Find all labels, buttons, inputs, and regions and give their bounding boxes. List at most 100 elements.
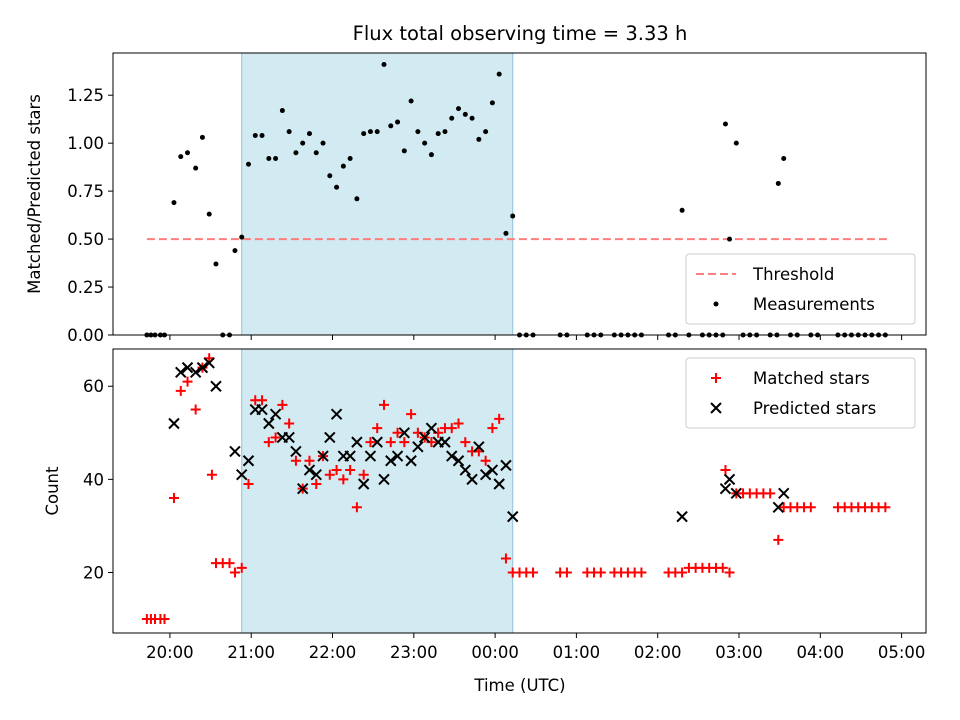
predicted-star-point — [344, 450, 356, 462]
axes-frame — [112, 52, 927, 336]
measurement-point — [354, 196, 360, 202]
matched-star-point — [263, 437, 274, 448]
ratio-panel: 0.00 0.25 0.50 0.75 1.00 1.25 Matched/Predicte… — [25, 52, 927, 345]
x-tick-label: 04:00 — [797, 643, 845, 662]
matched-star-point — [345, 465, 356, 476]
legend-label: Measurements — [753, 295, 875, 314]
matched-star-point — [311, 479, 322, 490]
predicted-star-point — [405, 455, 417, 467]
measurement-point — [489, 100, 495, 106]
measurement-point — [193, 165, 199, 171]
matched-star-point — [595, 567, 606, 578]
matched-star-point — [331, 465, 342, 476]
measurement-point — [171, 200, 177, 206]
predicted-star-point — [385, 455, 397, 467]
predicted-star-point — [210, 380, 222, 392]
predicted-star-point — [330, 408, 343, 420]
measurement-point — [733, 140, 739, 146]
measurement-point — [320, 140, 326, 146]
x-tick-label: 00:00 — [471, 643, 519, 662]
measurement-point — [306, 131, 312, 137]
legend: Matched stars Predicted stars — [685, 357, 916, 429]
measurement-point — [252, 132, 258, 138]
predicted-star-point — [310, 468, 322, 481]
matched-star-point — [270, 432, 281, 443]
x-tick-label: 23:00 — [390, 643, 438, 662]
matched-star-point — [284, 418, 295, 429]
matched-star-point — [168, 492, 179, 503]
matched-star-point — [460, 437, 471, 448]
y-axis-title: Count — [43, 466, 62, 516]
y-tick-label: 1.25 — [67, 86, 104, 105]
matched-star-point — [773, 534, 784, 545]
matched-star-point — [365, 437, 376, 448]
y-tick-label: 20 — [83, 563, 104, 582]
y-tick-label: 40 — [83, 470, 104, 489]
measurement-point — [361, 131, 367, 137]
axes-frame — [112, 348, 927, 634]
measurement-point — [395, 119, 401, 125]
measurement-point — [199, 134, 205, 140]
predicted-star-point — [425, 422, 438, 434]
predicted-star-point — [778, 487, 790, 500]
measurement-point — [456, 106, 462, 112]
measurement-point — [381, 62, 387, 68]
matched-star-point — [372, 423, 383, 434]
measurement-point — [781, 156, 787, 162]
x-tick-label: 05:00 — [878, 643, 926, 662]
measurement-point — [334, 184, 340, 190]
matched-star-point — [290, 455, 301, 466]
predicted-star-point — [676, 510, 688, 523]
chart-title: Flux total observing time = 3.33 h — [353, 22, 688, 45]
measurement-point — [300, 140, 306, 146]
measurement-point — [415, 129, 421, 135]
measurement-point — [442, 129, 448, 135]
y-tick-label: 0.50 — [67, 230, 104, 249]
predicted-star-point — [418, 431, 431, 444]
predicted-star-point — [378, 473, 390, 486]
y-tick-label: 0.75 — [67, 182, 104, 201]
predicted-star-point — [196, 361, 209, 374]
measurement-point — [422, 140, 428, 146]
matched-star-point — [338, 474, 349, 485]
x-tick-label: 21:00 — [227, 643, 275, 662]
matched-star-point — [190, 404, 201, 415]
measurement-point — [232, 248, 238, 254]
measurement-point — [503, 230, 509, 236]
matched-star-point — [236, 562, 247, 573]
predicted-star-point — [493, 478, 505, 490]
matched-star-point — [392, 427, 403, 438]
matched-star-point — [304, 455, 315, 466]
predicted-star-point — [723, 473, 736, 486]
predicted-star-point — [263, 417, 275, 430]
matched-star-point — [880, 502, 891, 513]
measurement-point — [259, 132, 265, 138]
measurement-point — [273, 156, 279, 162]
predicted-star-point — [256, 403, 268, 416]
measurement-point — [462, 111, 468, 117]
legend: Threshold Measurements — [685, 253, 916, 325]
predicted-star-point — [296, 482, 309, 495]
predicted-star-point — [500, 459, 512, 472]
predicted-star-point — [391, 450, 404, 462]
legend-box — [685, 253, 916, 325]
measurement-point — [213, 261, 219, 267]
measurement-point — [279, 108, 285, 114]
observing-window-shade — [241, 52, 514, 336]
predicted-star-point — [317, 450, 329, 462]
predicted-star-point — [719, 482, 732, 495]
matched-star-point — [724, 567, 735, 578]
measurement-point — [246, 161, 251, 167]
matched-star-point — [487, 423, 498, 434]
y-tick-label: 1.00 — [67, 134, 104, 153]
predicted-star-point — [351, 436, 363, 448]
predicted-star-point — [181, 361, 194, 374]
measurement-point — [483, 129, 489, 135]
measurement-point — [347, 156, 353, 162]
predicted-star-point — [459, 464, 472, 476]
matched-star-point — [351, 502, 362, 513]
matched-star-point — [480, 455, 491, 466]
predicted-star-point — [189, 366, 202, 378]
legend-box — [685, 357, 916, 429]
